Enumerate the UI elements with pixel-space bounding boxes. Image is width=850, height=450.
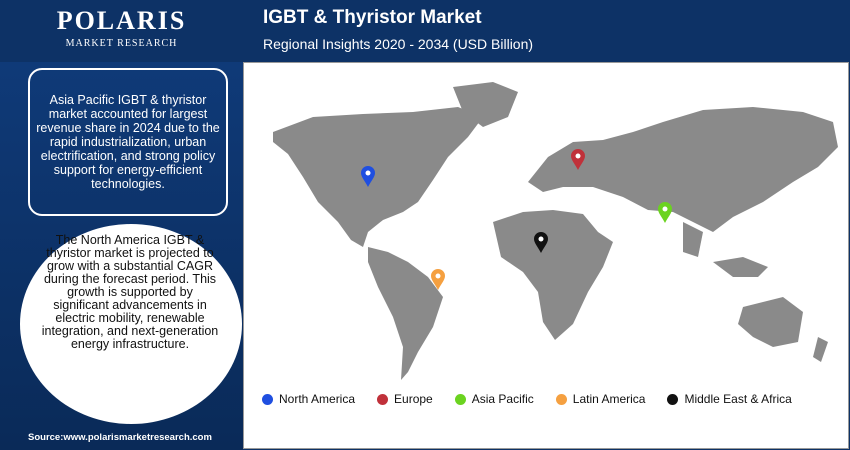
callout: Asia Pacific IGBT & thyristor market acc… <box>28 68 228 216</box>
legend-item: North America <box>262 392 355 406</box>
legend-dot <box>555 393 567 405</box>
callout-text: Asia Pacific IGBT & thyristor market acc… <box>36 93 220 191</box>
legend-item: Latin America <box>555 392 646 406</box>
pin-hole <box>435 273 441 279</box>
legend-label: Latin America <box>572 392 646 406</box>
source: Source:www.polarismarketresearch.com <box>28 432 212 443</box>
continents <box>273 82 838 380</box>
logo: POLARIS <box>56 6 187 35</box>
pin-hole <box>538 236 544 242</box>
legend-dot <box>454 393 466 405</box>
title: IGBT & Thyristor Market <box>263 7 482 28</box>
pin-hole <box>365 170 371 176</box>
pin <box>658 202 672 223</box>
pin <box>431 269 445 290</box>
pin <box>361 166 375 187</box>
legend-label: North America <box>279 392 356 406</box>
legend-item: Europe <box>377 392 433 406</box>
legend-dot <box>262 393 273 405</box>
pin <box>571 149 585 170</box>
header <box>0 0 850 62</box>
world-map <box>273 82 838 380</box>
legend-dot <box>667 393 679 405</box>
pin-hole <box>662 206 668 212</box>
legend-label: Asia Pacific <box>471 392 534 406</box>
pin <box>534 232 548 253</box>
pin-hole <box>575 153 581 159</box>
legend-item: Asia Pacific <box>454 392 534 406</box>
legend-dot <box>377 393 389 405</box>
legend: North America Europe Asia Pacific Latin Ame… <box>262 392 842 406</box>
subtitle: Regional Insights 2020 - 2034 (USD Billi… <box>263 36 534 52</box>
legend-item: Middle East & Africa <box>667 392 792 406</box>
pins <box>361 149 672 290</box>
legend-label: Europe <box>394 392 433 406</box>
logo-sub: MARKET RESEARCH <box>65 38 178 49</box>
callout-circle <box>20 224 242 424</box>
legend-label: Middle East & Africa <box>684 392 792 406</box>
callout-text: The North America IGBT & thyristor marke… <box>41 233 219 351</box>
